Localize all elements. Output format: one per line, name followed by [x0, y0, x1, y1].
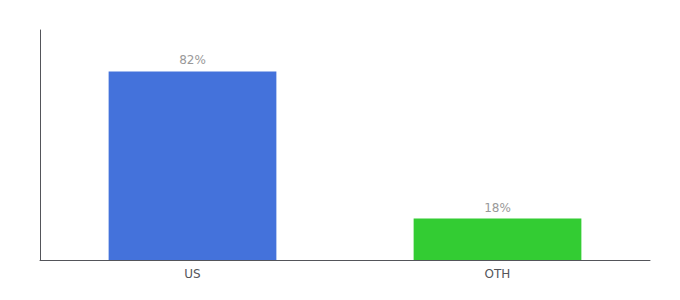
- svg-text:18%: 18%: [484, 201, 511, 215]
- svg-text:OTH: OTH: [485, 267, 511, 281]
- svg-text:US: US: [184, 267, 200, 281]
- svg-text:82%: 82%: [179, 53, 206, 67]
